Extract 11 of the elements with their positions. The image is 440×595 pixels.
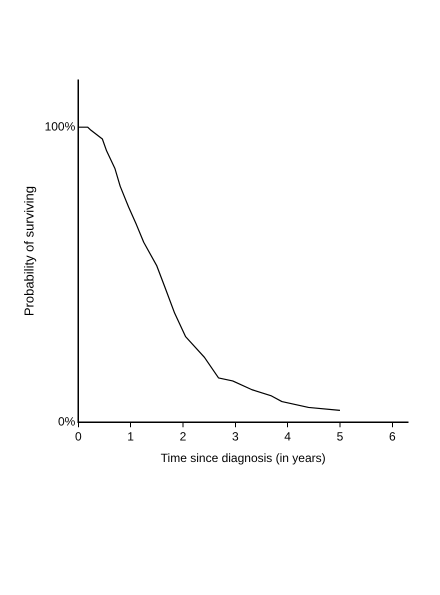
x-tick-label: 2 xyxy=(180,430,187,444)
x-tick-label: 3 xyxy=(232,430,239,444)
y-axis-title: Probability of surviving xyxy=(21,186,36,316)
x-tick-label: 4 xyxy=(284,430,292,444)
x-tick-label: 1 xyxy=(127,430,134,444)
x-axis-title: Time since diagnosis (in years) xyxy=(160,451,326,466)
x-tick-label: 5 xyxy=(336,430,344,444)
x-tick-label: 0 xyxy=(74,430,82,444)
y-tick-label: 100% xyxy=(44,120,76,134)
x-tick-label: 6 xyxy=(388,430,396,444)
y-tick-label: 0% xyxy=(58,414,76,429)
